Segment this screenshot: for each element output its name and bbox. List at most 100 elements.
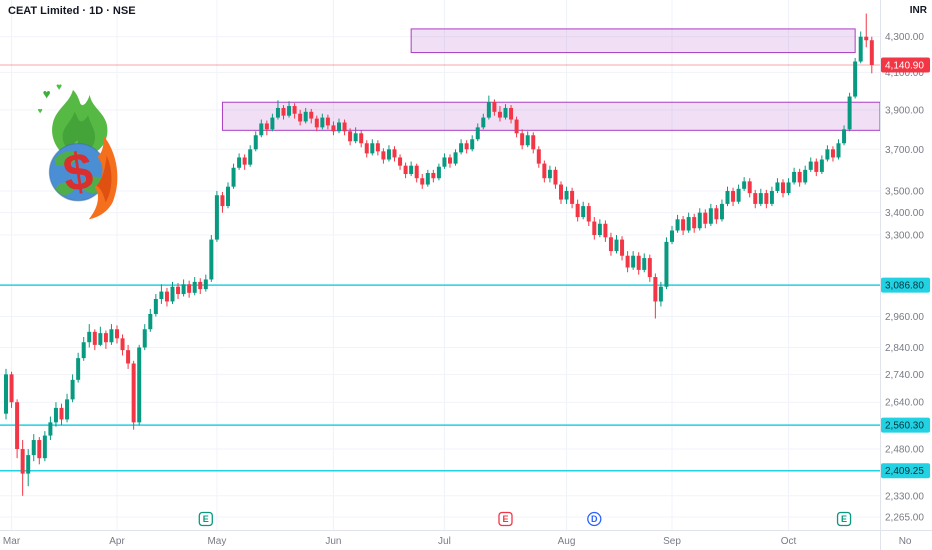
- candle-body: [398, 157, 403, 166]
- candle-body: [409, 165, 414, 175]
- candle-body: [20, 449, 25, 474]
- dividend-icon[interactable]: [587, 511, 602, 527]
- candle-body: [109, 329, 114, 343]
- candle-body: [853, 61, 858, 97]
- candle-body: [337, 122, 341, 132]
- candle-body: [736, 188, 741, 202]
- earnings-icon-glyph: E: [502, 514, 508, 524]
- symbol-legend[interactable]: CEAT Limited · 1D · NSE: [8, 5, 136, 17]
- candle-body: [76, 358, 81, 380]
- candle-body: [497, 111, 502, 118]
- candle-body: [53, 407, 58, 423]
- candle-body: [15, 402, 20, 450]
- candle-body: [797, 171, 802, 183]
- candle-body: [381, 151, 386, 160]
- candle-body: [298, 113, 303, 122]
- candle-body: [642, 258, 647, 270]
- candle-body: [742, 181, 747, 189]
- orange-flame-icon: [88, 135, 118, 220]
- level-price-badge: [881, 277, 930, 293]
- candle-body: [836, 143, 841, 158]
- candle-body: [486, 102, 491, 118]
- candle-body: [375, 143, 380, 152]
- candle-body: [153, 298, 158, 314]
- candle-body: [270, 117, 275, 130]
- candle-body: [65, 399, 70, 420]
- candle-body: [9, 374, 14, 403]
- candle-body: [575, 203, 580, 218]
- candle-body: [259, 123, 264, 136]
- price-tick-label: 4,100.00: [885, 68, 924, 79]
- candle-body: [403, 165, 408, 175]
- candle-body: [531, 135, 536, 150]
- candle-body: [492, 102, 497, 112]
- candle-body: [87, 331, 92, 343]
- candle-body: [675, 219, 680, 231]
- candle-body: [203, 279, 208, 290]
- symbol-title[interactable]: CEAT Limited · 1D · NSE: [8, 5, 136, 17]
- candle-body: [470, 139, 475, 150]
- earnings-icon[interactable]: [198, 511, 213, 527]
- candle-body: [48, 422, 53, 436]
- candle-body: [170, 286, 175, 302]
- candle-body: [703, 212, 708, 224]
- candle-body: [42, 435, 47, 459]
- candle-body: [581, 206, 586, 218]
- candle-body: [847, 96, 852, 130]
- candle-body: [819, 159, 824, 172]
- candle-body: [869, 40, 874, 65]
- price-tick-label: 3,400.00: [885, 208, 924, 219]
- time-axis[interactable]: [0, 530, 932, 550]
- candle-body: [653, 277, 658, 302]
- candle-body: [475, 127, 480, 140]
- candle-body: [320, 117, 325, 128]
- earnings-icon[interactable]: [498, 511, 513, 527]
- candle-body: [520, 133, 525, 146]
- candle-body: [4, 374, 8, 414]
- candle-body: [586, 206, 591, 222]
- candle-body: [292, 106, 297, 114]
- candle-body: [325, 117, 330, 126]
- candle-body: [686, 217, 691, 231]
- candle-body: [226, 186, 230, 207]
- candle-body: [115, 329, 119, 339]
- price-axis[interactable]: [880, 0, 932, 550]
- candle-body: [37, 440, 42, 459]
- candle-body: [59, 407, 64, 420]
- candle-body: [664, 241, 669, 287]
- candle-body: [264, 123, 269, 130]
- upper-supply-zone[interactable]: [410, 28, 856, 54]
- candle-body: [392, 149, 397, 158]
- candle-body: [592, 221, 597, 236]
- level-price-badge-label: 3,086.80: [885, 281, 924, 292]
- earnings-icon[interactable]: [836, 511, 852, 527]
- price-tick-label: 3,900.00: [885, 105, 924, 116]
- candle-body: [570, 190, 575, 204]
- candle-body: [781, 182, 785, 194]
- candle-body: [697, 212, 702, 229]
- candle-body: [281, 107, 286, 116]
- candle-body: [631, 255, 636, 268]
- candle-body: [514, 119, 519, 134]
- candle-body: [708, 208, 713, 224]
- candle-body: [348, 131, 353, 142]
- hearts-icon: ♥ ♥ ♥: [38, 82, 62, 116]
- level-price-badge-label: 2,409.25: [885, 466, 924, 477]
- candle-body: [314, 118, 319, 128]
- price-tick-label: 3,300.00: [885, 231, 924, 242]
- candle-body: [858, 36, 863, 62]
- candle-body: [187, 284, 192, 293]
- candle-body: [442, 157, 447, 167]
- candle-body: [614, 239, 619, 252]
- candle-body: [525, 135, 530, 146]
- price-tick-label: 3,500.00: [885, 186, 924, 197]
- month-tick-label: May: [207, 536, 226, 547]
- candle-body: [670, 230, 674, 242]
- candle-body: [608, 237, 613, 252]
- candle-body: [725, 190, 730, 204]
- month-tick-label: Mar: [3, 536, 21, 547]
- month-tick-label: Apr: [109, 536, 125, 547]
- candle-body: [647, 258, 652, 278]
- price-tick-label: 4,300.00: [885, 32, 924, 43]
